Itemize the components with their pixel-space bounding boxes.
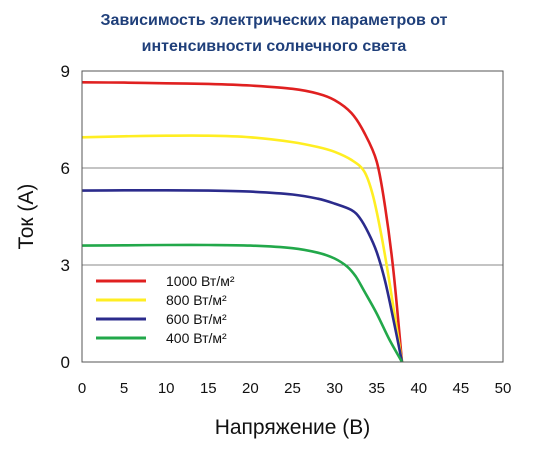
legend-label-2: 600 Вт/м²: [166, 311, 227, 327]
series-layer: [81, 81, 404, 363]
y-tick-label: 0: [61, 353, 70, 372]
legend-label-3: 400 Вт/м²: [166, 330, 227, 346]
y-tick-label: 6: [61, 159, 70, 178]
legend: 1000 Вт/м² 800 Вт/м² 600 Вт/м² 400 Вт/м²: [96, 273, 235, 346]
x-axis-ticks: 0 5 10 15 20 25 30 35 40 45 50: [78, 380, 512, 397]
x-tick-label: 0: [78, 380, 86, 397]
x-tick-label: 25: [284, 380, 301, 397]
series-line-3: [81, 243, 404, 363]
x-tick-label: 45: [453, 380, 470, 397]
chart-title-line-2: интенсивности солнечного света: [141, 38, 407, 55]
legend-label-1: 800 Вт/м²: [166, 292, 227, 308]
x-tick-label: 5: [120, 380, 128, 397]
grid-lines: [82, 167, 503, 266]
chart-title-line-1: Зависимость электрических параметров от: [100, 12, 448, 29]
x-tick-label: 40: [410, 380, 427, 397]
series-line-1: [81, 134, 404, 363]
x-axis-label: Напряжение (В): [215, 416, 371, 439]
y-axis-label: Ток (А): [15, 184, 38, 250]
y-axis-ticks: 0 3 6 9: [61, 62, 70, 372]
x-tick-label: 35: [368, 380, 385, 397]
x-tick-label: 30: [326, 380, 343, 397]
x-tick-label: 20: [242, 380, 259, 397]
x-tick-label: 10: [158, 380, 175, 397]
plot-frame: [81, 70, 504, 363]
x-tick-label: 50: [495, 380, 512, 397]
series-line-0: [81, 81, 404, 363]
y-tick-label: 3: [61, 256, 70, 275]
series-line-2: [81, 188, 404, 363]
y-tick-label: 9: [61, 62, 70, 81]
chart-title: Зависимость электрических параметров от …: [0, 8, 548, 60]
legend-label-0: 1000 Вт/м²: [166, 273, 235, 289]
x-tick-label: 15: [200, 380, 217, 397]
